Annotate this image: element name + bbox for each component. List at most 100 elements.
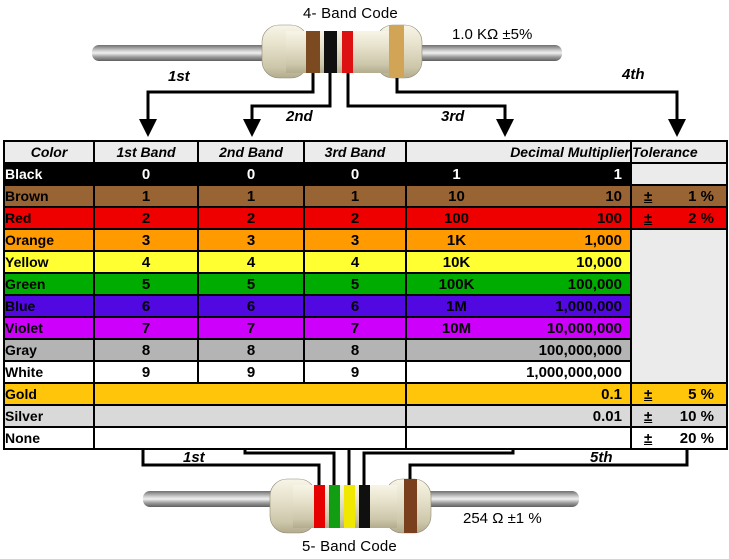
tolerance-cell	[630, 162, 728, 186]
multiplier-value: 0.01	[592, 407, 622, 425]
header-3rd-band: 3rd Band	[303, 140, 407, 164]
band-digit-cell-2: 1	[197, 184, 305, 208]
band-digit-cell-3: 0	[303, 162, 407, 186]
band-digit-cell-3: 7	[303, 316, 407, 340]
four-band-value: 1.0 KΩ ±5%	[452, 26, 533, 43]
table-row-brown: Brown 1 1 1 10 10 ±1 %	[3, 184, 728, 208]
multiplier-cell: 10M 10,000,000	[405, 316, 632, 340]
arrowhead-down-3rd	[496, 119, 514, 137]
color-name-cell: Red	[3, 206, 95, 230]
color-name-cell: Black	[3, 162, 95, 186]
five-band-value: 254 Ω ±1 %	[463, 510, 542, 527]
resistor-body	[286, 31, 390, 73]
color-name-cell: Yellow	[3, 250, 95, 274]
tolerance-value: 20 %	[679, 429, 714, 447]
arrow-line-1st	[141, 445, 321, 485]
plus-minus-symbol: ±	[644, 407, 653, 425]
arrow-line-2nd	[250, 73, 332, 120]
multiplier-value: 1,000,000	[555, 297, 622, 315]
table-row-yellow: Yellow 4 4 4 10K 10,000	[3, 250, 727, 274]
band-digit-cell-2: 6	[197, 294, 305, 318]
arrowhead-down-2nd	[243, 119, 261, 137]
multiplier-value: 1,000,000,000	[526, 363, 622, 381]
four-band-arrow-label-4th: 4th	[622, 66, 645, 83]
band-digit-cell-merged	[93, 382, 407, 406]
arrowhead-down-4th	[668, 119, 686, 137]
multiplier-cell: 10K 10,000	[405, 250, 632, 274]
band-digit-cell-1: 2	[93, 206, 199, 230]
tolerance-cell: ±2 %	[630, 206, 728, 230]
color-name-cell: Orange	[3, 228, 95, 252]
multiplier-abbr: 10	[448, 187, 465, 205]
multiplier-cell: 100K 100,000	[405, 272, 632, 296]
tolerance-cell-merged-empty	[630, 228, 728, 384]
multiplier-value: 10,000	[576, 253, 622, 271]
table-row-none: None ±20 %	[3, 426, 728, 450]
band-digit-cell-3: 6	[303, 294, 407, 318]
table-row-white: White 9 9 9 1,000,000,000	[3, 360, 727, 384]
multiplier-abbr: 100K	[438, 275, 475, 293]
band-digit-cell-1: 1	[93, 184, 199, 208]
plus-minus-symbol: ±	[644, 187, 653, 205]
color-name-cell: Gold	[3, 382, 95, 406]
four-band-title: 4- Band Code	[303, 5, 398, 22]
color-name-cell: Silver	[3, 404, 95, 428]
tolerance-cell: ±5 %	[630, 382, 728, 406]
band-black	[324, 31, 337, 73]
band-black	[359, 485, 370, 528]
table-row-gold: Gold 0.1 ±5 %	[3, 382, 728, 406]
band-brown	[306, 31, 320, 73]
multiplier-cell: 0.01	[405, 404, 632, 428]
multiplier-value: 100,000	[567, 275, 622, 293]
four-band-arrow-label-2nd: 2nd	[286, 108, 313, 125]
multiplier-cell: 0.1	[405, 382, 632, 406]
color-name-cell: White	[3, 360, 95, 384]
tolerance-cell: ±10 %	[630, 404, 728, 428]
table-row-blue: Blue 6 6 6 1M 1,000,000	[3, 294, 727, 318]
band-brown	[404, 479, 417, 533]
multiplier-abbr: 1	[452, 165, 461, 183]
band-digit-cell-3: 9	[303, 360, 407, 384]
band-digit-cell-2: 5	[197, 272, 305, 296]
header-color: Color	[3, 140, 95, 164]
arrow-line-5th	[408, 445, 689, 479]
four-band-arrow-label-3rd: 3rd	[441, 108, 465, 125]
arrow-line-3rd	[346, 73, 507, 120]
band-digit-cell-3: 2	[303, 206, 407, 230]
table-row-red: Red 2 2 2 100 100 ±2 %	[3, 206, 728, 230]
multiplier-cell: 1M 1,000,000	[405, 294, 632, 318]
band-gold	[389, 25, 404, 78]
multiplier-value: 100	[596, 209, 622, 227]
band-digit-cell-2: 7	[197, 316, 305, 340]
multiplier-value: 1,000	[584, 231, 622, 249]
multiplier-cell: 100 100	[405, 206, 632, 230]
band-digit-cell-merged	[93, 404, 407, 428]
band-digit-cell-3: 4	[303, 250, 407, 274]
band-digit-cell-3: 8	[303, 338, 407, 362]
table-header-row: Color 1st Band 2nd Band 3rd Band Decimal…	[3, 140, 728, 164]
color-name-cell: None	[3, 426, 95, 450]
band-digit-cell-2: 0	[197, 162, 305, 186]
plus-minus-symbol: ±	[644, 209, 653, 227]
color-name-cell: Gray	[3, 338, 95, 362]
five-band-arrow-label-1st: 1st	[183, 449, 205, 466]
band-digit-cell-1: 9	[93, 360, 199, 384]
table-row-green: Green 5 5 5 100K 100,000	[3, 272, 727, 296]
color-name-cell: Green	[3, 272, 95, 296]
multiplier-cell: 10 10	[405, 184, 632, 208]
band-digit-cell-3: 5	[303, 272, 407, 296]
header-tolerance: Tolerance	[630, 140, 728, 164]
table-row-violet: Violet 7 7 7 10M 10,000,000	[3, 316, 727, 340]
band-digit-cell-2: 4	[197, 250, 305, 274]
band-digit-cell-1: 6	[93, 294, 199, 318]
header-1st-band: 1st Band	[93, 140, 199, 164]
five-band-arrows	[141, 445, 689, 485]
band-digit-cell-1: 7	[93, 316, 199, 340]
four-band-arrowheads	[139, 119, 686, 137]
tolerance-value: 2 %	[688, 209, 714, 227]
color-name-cell: Violet	[3, 316, 95, 340]
band-digit-cell-2: 9	[197, 360, 305, 384]
multiplier-abbr: 100	[443, 209, 470, 227]
tolerance-value: 10 %	[679, 407, 714, 425]
